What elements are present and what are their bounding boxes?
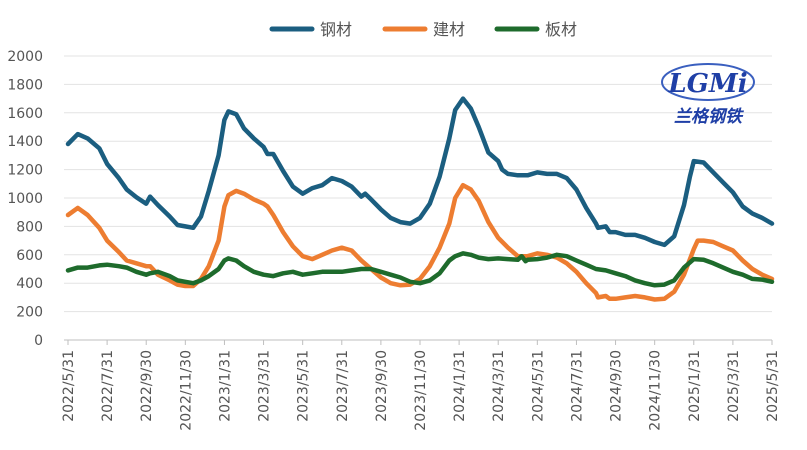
y-tick-label: 400 xyxy=(16,276,43,292)
x-tick-label: 2023/5/31 xyxy=(296,350,312,422)
x-tick-label: 2022/5/31 xyxy=(61,350,77,422)
y-tick-label: 1200 xyxy=(7,163,43,179)
series-line-2 xyxy=(65,251,775,288)
x-tick-label: 2022/11/30 xyxy=(178,350,194,431)
series-line-1 xyxy=(65,182,775,302)
lgmi-logo: LGMi 兰格钢铁 xyxy=(661,63,755,127)
x-tick-label: 2023/9/30 xyxy=(374,350,390,422)
y-tick-label: 800 xyxy=(16,219,43,235)
y-tick-label: 600 xyxy=(16,248,43,264)
y-axis-ticks: 0 200 400 600 800 1000 1200 1400 1600 1800 2000 xyxy=(7,49,43,349)
x-tick-label: 2023/3/31 xyxy=(257,350,273,422)
x-axis-ticks: 2022/5/31 2022/7/31 2022/9/30 2022/11/30 202… xyxy=(61,340,781,431)
y-tick-label: 0 xyxy=(34,333,43,349)
y-tick-label: 200 xyxy=(16,305,43,321)
x-tick-label: 2024/11/30 xyxy=(648,350,664,431)
x-tick-label: 2025/1/31 xyxy=(687,350,703,422)
x-tick-label: 2024/9/30 xyxy=(609,350,625,422)
gridlines xyxy=(64,55,772,313)
x-tick-label: 2024/7/31 xyxy=(569,350,585,422)
x-tick-label: 2024/5/31 xyxy=(530,350,546,422)
x-tick-label: 2025/3/31 xyxy=(726,350,742,422)
x-tick-label: 2025/5/31 xyxy=(765,350,781,422)
y-tick-label: 1600 xyxy=(7,106,43,122)
legend-label-1: 建材 xyxy=(433,20,465,39)
x-tick-label: 2022/9/30 xyxy=(139,350,155,422)
legend-label-0: 钢材 xyxy=(320,20,352,39)
legend-label-2: 板材 xyxy=(545,20,577,39)
logo-subtitle: 兰格钢铁 xyxy=(674,107,745,127)
y-tick-label: 2000 xyxy=(7,49,43,65)
x-tick-label: 2022/7/31 xyxy=(100,350,116,422)
x-tick-label: 2024/1/31 xyxy=(452,350,468,422)
x-tick-label: 2023/7/31 xyxy=(335,350,351,422)
series-layer xyxy=(65,96,775,302)
y-tick-label: 1400 xyxy=(7,134,43,150)
x-tick-label: 2023/11/30 xyxy=(413,350,429,431)
logo-ring-icon xyxy=(661,63,755,101)
x-tick-label: 2023/1/31 xyxy=(217,350,233,422)
logo-letters: LGMi xyxy=(667,69,747,99)
y-tick-label: 1000 xyxy=(7,191,43,207)
y-tick-label: 1800 xyxy=(7,77,43,93)
x-tick-label: 2024/3/31 xyxy=(491,350,507,422)
series-line-0 xyxy=(65,96,775,248)
legend: 钢材 建材 板材 xyxy=(269,20,577,39)
